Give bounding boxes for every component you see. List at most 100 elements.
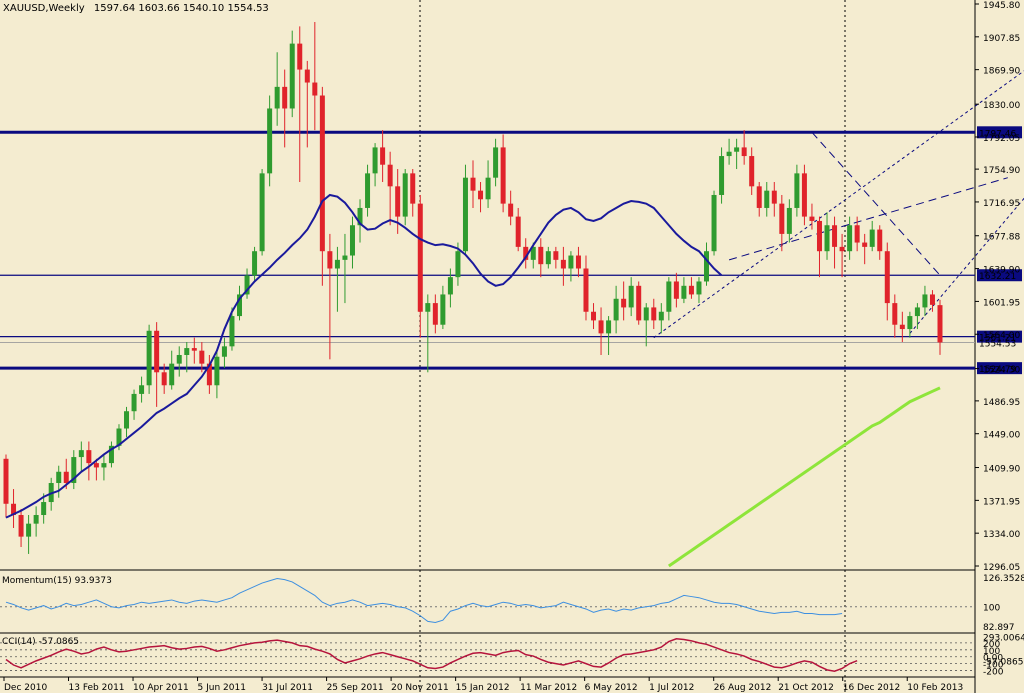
candle-body	[63, 471, 69, 484]
y-tick-label: 1830.00	[983, 101, 1020, 111]
candle-body	[816, 220, 822, 252]
candle-body	[184, 348, 190, 355]
candle-body	[154, 330, 160, 373]
candle-body	[252, 251, 258, 276]
candle-body	[832, 225, 838, 247]
candle-body	[312, 82, 318, 96]
cci-tick-label: 200	[983, 640, 1000, 650]
candle-body	[621, 298, 627, 308]
candle-body	[349, 225, 355, 256]
candle-body	[786, 207, 792, 234]
momentum-tick-label: 126.3528	[983, 574, 1024, 584]
price-level-label: 1524.79	[979, 365, 1016, 375]
trendline	[811, 131, 941, 276]
candle-body	[764, 190, 770, 208]
momentum-tick-label: 100	[983, 604, 1000, 614]
y-tick-label: 1296.05	[983, 563, 1020, 573]
cci-tick-label: 0.00	[983, 654, 1003, 664]
symbol-timeframe: XAUUSD,Weekly	[3, 3, 85, 14]
candle-body	[779, 203, 785, 234]
candle-body	[696, 281, 702, 295]
candle-body	[591, 311, 597, 321]
candle-body	[297, 43, 303, 70]
candle-body	[214, 356, 220, 386]
candle-body	[334, 259, 340, 269]
candle-body	[862, 242, 868, 247]
candle-body	[56, 471, 62, 484]
candle-body	[606, 320, 612, 334]
candle-body	[274, 86, 280, 109]
candle-body	[282, 86, 288, 109]
price-level-label: 1797.46	[979, 129, 1016, 139]
candle-body	[470, 177, 476, 191]
candle-body	[877, 229, 883, 252]
x-tick-label: 10 Apr 2011	[133, 683, 189, 693]
price-level-label: 1561.21	[979, 334, 1016, 344]
candle-body	[169, 363, 175, 386]
momentum-tick-label: 82.897	[983, 623, 1015, 633]
candle-body	[33, 515, 39, 524]
candle-body	[146, 330, 152, 386]
price-level-tag	[977, 362, 1022, 375]
candle-body	[357, 207, 363, 226]
candle-body	[794, 173, 800, 208]
x-tick-label: 6 May 2012	[585, 683, 638, 693]
candle-body	[651, 307, 657, 321]
candle-body	[914, 307, 920, 317]
candle-body	[771, 190, 777, 204]
x-tick-label: 10 Feb 2013	[907, 683, 963, 693]
candle-body	[666, 281, 672, 312]
candle-body	[372, 147, 378, 174]
candle-body	[41, 502, 47, 516]
price-level-tag	[977, 126, 1022, 139]
y-tick-label: 1486.95	[983, 398, 1020, 408]
candle-body	[462, 177, 468, 252]
cci-tick-label: -100	[983, 661, 1004, 671]
y-tick-label: 1716.95	[983, 199, 1020, 209]
candle-body	[365, 173, 371, 208]
candle-body	[342, 255, 348, 260]
candle-body	[116, 428, 122, 446]
candle-body	[854, 225, 860, 243]
trendline	[728, 177, 1008, 261]
x-tick-label: 25 Sep 2011	[327, 683, 384, 693]
x-tick-label: 21 Oct 2012	[778, 683, 834, 693]
ma-long-line	[667, 386, 941, 568]
momentum-line	[5, 578, 843, 624]
cci-tick-label: 293.0064	[983, 633, 1024, 643]
y-tick-label: 1945.80	[983, 1, 1020, 11]
candle-body	[304, 69, 310, 83]
candle-body	[244, 275, 250, 295]
candle-body	[131, 393, 137, 412]
time-axis: Dec 2010 13 Feb 2011 10 Apr 2011 5 Jun 2011…	[3, 677, 963, 693]
candle-body	[628, 285, 634, 308]
candle-body	[515, 216, 521, 247]
candle-body	[884, 251, 890, 304]
y-tick-label: 1334.00	[983, 530, 1020, 540]
trendline	[653, 70, 1024, 339]
candle-body	[530, 246, 536, 260]
candle-body	[643, 307, 649, 321]
candle-body	[86, 450, 92, 464]
candle-body	[139, 385, 145, 394]
cci-line	[5, 638, 858, 673]
candle-body	[741, 147, 747, 157]
candle-body	[108, 445, 114, 464]
x-tick-label: 1 Jul 2012	[649, 683, 694, 693]
candle-body	[26, 523, 32, 537]
y-tick-label: 1564.00	[983, 331, 1020, 341]
candle-body	[704, 251, 709, 282]
chart-title: XAUUSD,Weekly 1597.64 1603.66 1540.10 15…	[3, 3, 269, 14]
price-level-label: 1554.53	[979, 339, 1016, 349]
price-axis: 1945.80 1907.85 1869.90 1830.00 1792.05 1754.…	[975, 1, 1020, 573]
momentum-label: Momentum(15) 93.9373	[2, 576, 112, 586]
candle-body	[899, 324, 905, 330]
ohlc-readout: 1597.64 1603.66 1540.10 1554.53	[94, 3, 269, 14]
candle-body	[711, 194, 717, 252]
cci-tick-label: 100	[983, 647, 1000, 657]
x-tick-label: 31 Jul 2011	[262, 683, 313, 693]
candle-body	[508, 203, 514, 217]
y-tick-label: 1677.88	[983, 233, 1020, 243]
